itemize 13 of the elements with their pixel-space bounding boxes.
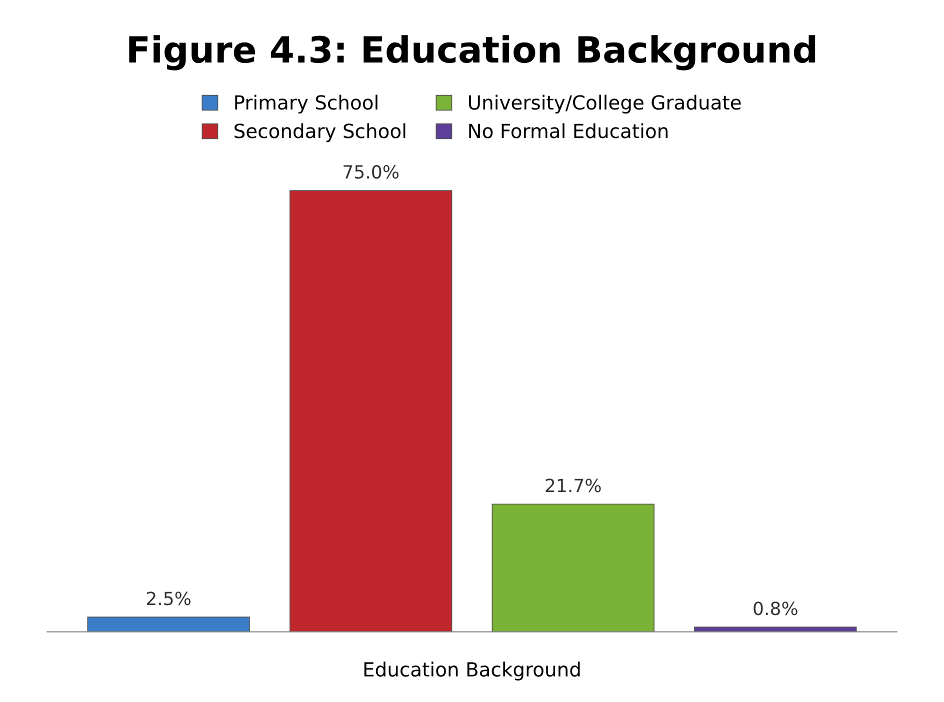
legend-label: Primary School	[235, 94, 378, 114]
chart-title: Figure 4.3: Education Background	[129, 35, 816, 70]
bar	[87, 616, 250, 632]
data-label: 21.7%	[546, 478, 601, 492]
legend-label: No Formal Education	[469, 123, 668, 138]
bar	[290, 190, 452, 632]
bar	[492, 504, 654, 632]
data-label: 75.0%	[344, 165, 399, 179]
legend-label: University/College Graduate	[468, 94, 741, 114]
x-axis-title: Education Background	[364, 662, 580, 680]
data-label: 2.5%	[146, 592, 191, 606]
data-label: 0.8%	[754, 602, 798, 616]
legend-label: Secondary School	[234, 123, 406, 142]
